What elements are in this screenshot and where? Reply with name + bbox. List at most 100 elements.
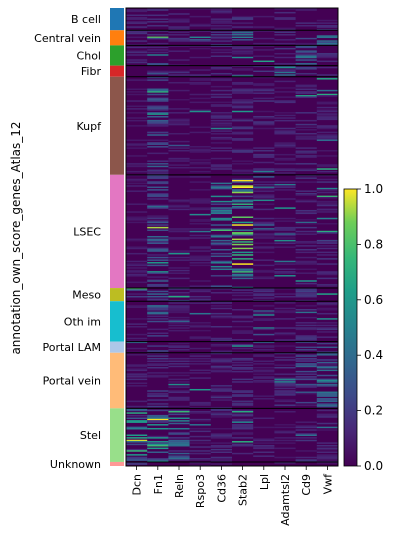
heatmap-cell — [274, 410, 296, 413]
heatmap-cell — [126, 185, 148, 187]
heatmap-cell — [147, 9, 169, 11]
heatmap-cell — [168, 118, 190, 121]
heatmap-cell — [274, 74, 296, 76]
heatmap-cell — [316, 139, 338, 142]
heatmap-cell — [147, 335, 169, 337]
heatmap-cell — [232, 31, 254, 33]
heatmap-cell — [189, 458, 211, 460]
heatmap-cell — [147, 173, 169, 176]
heatmap-cell — [232, 361, 254, 364]
heatmap-cell — [210, 301, 232, 303]
heatmap-cell — [232, 370, 254, 373]
heatmap-cell — [316, 363, 338, 365]
heatmap-cell — [189, 363, 211, 365]
heatmap-cell — [274, 228, 296, 230]
heatmap-cell — [126, 10, 148, 13]
heatmap-cell — [232, 170, 254, 173]
heatmap-cell — [126, 463, 148, 465]
heatmap-cell — [274, 442, 296, 444]
heatmap-cell — [253, 373, 275, 375]
heatmap-cell — [210, 409, 232, 412]
group-label-8: Portal LAM — [43, 341, 102, 354]
heatmap-cell — [274, 307, 296, 310]
heatmap-cell — [316, 318, 338, 320]
heatmap-cell — [253, 294, 275, 297]
heatmap-cell — [126, 450, 148, 452]
heatmap-cell — [210, 182, 232, 185]
heatmap-cell — [232, 126, 254, 128]
heatmap-cell — [274, 260, 296, 263]
heatmap-cell — [168, 357, 190, 360]
heatmap-cell — [316, 285, 338, 287]
group-color-11 — [110, 461, 124, 466]
heatmap-cell — [147, 34, 169, 36]
heatmap-cell — [232, 101, 254, 104]
heatmap-cell — [316, 168, 338, 170]
heatmap-cell — [147, 372, 169, 374]
heatmap-cell — [126, 21, 148, 23]
heatmap-cell — [274, 390, 296, 392]
heatmap-cell — [316, 230, 338, 233]
heatmap-cell — [253, 376, 275, 378]
heatmap-cell — [189, 298, 211, 301]
heatmap-cell — [126, 271, 148, 273]
heatmap-cell — [168, 386, 190, 388]
heatmap-cell — [316, 404, 338, 406]
heatmap-cell — [232, 251, 254, 254]
heatmap-cell — [232, 199, 254, 202]
heatmap-cell — [295, 339, 317, 341]
heatmap-cell — [274, 17, 296, 19]
heatmap-cell — [232, 395, 254, 397]
heatmap-cell — [210, 22, 232, 24]
heatmap-cell — [189, 78, 211, 80]
heatmap-cell — [274, 234, 296, 237]
heatmap-cell — [168, 149, 190, 152]
heatmap-cell — [253, 45, 275, 47]
heatmap-cell — [168, 455, 190, 457]
heatmap-cell — [147, 409, 169, 412]
heatmap-cell — [253, 122, 275, 125]
heatmap-cell — [168, 409, 190, 412]
heatmap-cell — [168, 19, 190, 22]
heatmap-cell — [295, 135, 317, 138]
heatmap-cell — [126, 318, 148, 320]
heatmap-cell — [253, 55, 275, 57]
heatmap-cell — [316, 202, 338, 204]
heatmap-cell — [147, 216, 169, 218]
heatmap-cell — [189, 337, 211, 340]
heatmap-cell — [253, 199, 275, 202]
heatmap-cell — [295, 392, 317, 395]
heatmap-cell — [210, 340, 232, 342]
heatmap-cell — [168, 349, 190, 351]
heatmap-cell — [147, 108, 169, 110]
heatmap-cell — [232, 443, 254, 446]
heatmap-cell — [253, 455, 275, 457]
heatmap-cell — [210, 166, 232, 169]
gene-label-lpl: Lpl — [258, 474, 271, 490]
heatmap-cell — [232, 391, 254, 394]
heatmap-cell — [253, 229, 275, 231]
heatmap-cell — [189, 207, 211, 209]
group-separators — [126, 29, 338, 463]
heatmap-cell — [126, 36, 148, 39]
heatmap-cell — [316, 293, 338, 295]
heatmap-cell — [316, 42, 338, 45]
heatmap-cell — [147, 264, 169, 267]
heatmap-cell — [316, 109, 338, 111]
heatmap-cell — [126, 454, 148, 456]
heatmap-cell — [316, 60, 338, 63]
colorbar-tick-label: 0.2 — [364, 404, 383, 418]
heatmap-cell — [210, 187, 232, 190]
heatmap-cell — [126, 412, 148, 414]
heatmap-cell — [253, 444, 275, 447]
heatmap-cell — [168, 342, 190, 345]
heatmap-cell — [210, 9, 232, 11]
heatmap-cell — [168, 422, 190, 425]
heatmap-cell — [147, 73, 169, 75]
heatmap-cell — [316, 28, 338, 31]
heatmap-cell — [274, 185, 296, 187]
heatmap-cell — [316, 239, 338, 242]
heatmap-cell — [295, 112, 317, 114]
heatmap-cell — [253, 30, 275, 32]
heatmap-cell — [147, 207, 169, 209]
